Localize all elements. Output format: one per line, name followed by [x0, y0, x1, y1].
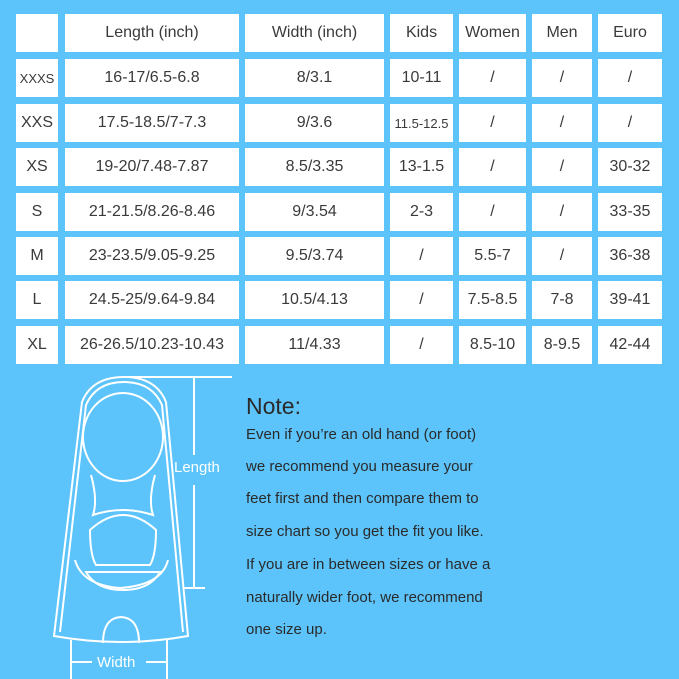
size-label-cell: XL — [16, 326, 58, 364]
width-label: Width — [97, 654, 136, 671]
header-cell: Length (inch) — [65, 14, 239, 52]
note-line: we recommend you measure your — [246, 458, 473, 475]
note-line: naturally wider foot, we recommend — [246, 589, 483, 606]
note-line: feet first and then compare them to — [246, 490, 479, 507]
table-cell: / — [459, 59, 526, 97]
table-cell: / — [532, 104, 592, 142]
table-cell: / — [390, 281, 453, 319]
note-title: Note: — [246, 393, 301, 419]
header-cell — [16, 14, 58, 52]
table-cell: 30-32 — [598, 148, 662, 186]
header-cell: Women — [459, 14, 526, 52]
table-cell: 8/3.1 — [245, 59, 384, 97]
table-cell: 8-9.5 — [532, 326, 592, 364]
table-cell: 24.5-25/9.64-9.84 — [65, 281, 239, 319]
size-label-cell: XS — [16, 148, 58, 186]
note-line: If you are in between sizes or have a — [246, 556, 491, 573]
size-label-cell: S — [16, 193, 58, 231]
table-cell: / — [532, 237, 592, 275]
table-cell: 11.5-12.5 — [390, 104, 453, 142]
header-cell: Kids — [390, 14, 453, 52]
table-cell: 2-3 — [390, 193, 453, 231]
size-label-cell: XXS — [16, 104, 58, 142]
table-cell: 5.5-7 — [459, 237, 526, 275]
table-cell: 39-41 — [598, 281, 662, 319]
header-cell: Width (inch) — [245, 14, 384, 52]
size-label-cell: L — [16, 281, 58, 319]
table-cell: / — [598, 59, 662, 97]
table-cell: 7-8 — [532, 281, 592, 319]
table-cell: 10-11 — [390, 59, 453, 97]
table-cell: 23-23.5/9.05-9.25 — [65, 237, 239, 275]
table-cell: / — [532, 193, 592, 231]
table-cell: / — [390, 326, 453, 364]
table-cell: 7.5-8.5 — [459, 281, 526, 319]
table-cell: / — [459, 104, 526, 142]
note-line: one size up. — [246, 621, 327, 638]
table-cell: / — [459, 193, 526, 231]
table-cell: 10.5/4.13 — [245, 281, 384, 319]
table-cell: 9/3.54 — [245, 193, 384, 231]
size-label-cell: XXXS — [16, 59, 58, 97]
table-cell: 9/3.6 — [245, 104, 384, 142]
header-cell: Euro — [598, 14, 662, 52]
table-cell: / — [390, 237, 453, 275]
table-cell: 11/4.33 — [245, 326, 384, 364]
table-cell: 13-1.5 — [390, 148, 453, 186]
table-cell: 21-21.5/8.26-8.46 — [65, 193, 239, 231]
table-cell: 9.5/3.74 — [245, 237, 384, 275]
table-cell: / — [459, 148, 526, 186]
length-label: Length — [174, 459, 220, 476]
table-cell: 8.5/3.35 — [245, 148, 384, 186]
table-cell: 42-44 — [598, 326, 662, 364]
note-line: Even if you’re an old hand (or foot) — [246, 426, 477, 443]
table-cell: 16-17/6.5-6.8 — [65, 59, 239, 97]
table-cell: / — [532, 148, 592, 186]
table-cell: 17.5-18.5/7-7.3 — [65, 104, 239, 142]
table-cell: 19-20/7.48-7.87 — [65, 148, 239, 186]
table-cell: 8.5-10 — [459, 326, 526, 364]
size-label-cell: M — [16, 237, 58, 275]
table-cell: / — [532, 59, 592, 97]
table-cell: / — [598, 104, 662, 142]
table-cell: 36-38 — [598, 237, 662, 275]
table-cell: 33-35 — [598, 193, 662, 231]
table-cell: 26-26.5/10.23-10.43 — [65, 326, 239, 364]
header-cell: Men — [532, 14, 592, 52]
note-line: size chart so you get the fit you like. — [246, 523, 484, 540]
